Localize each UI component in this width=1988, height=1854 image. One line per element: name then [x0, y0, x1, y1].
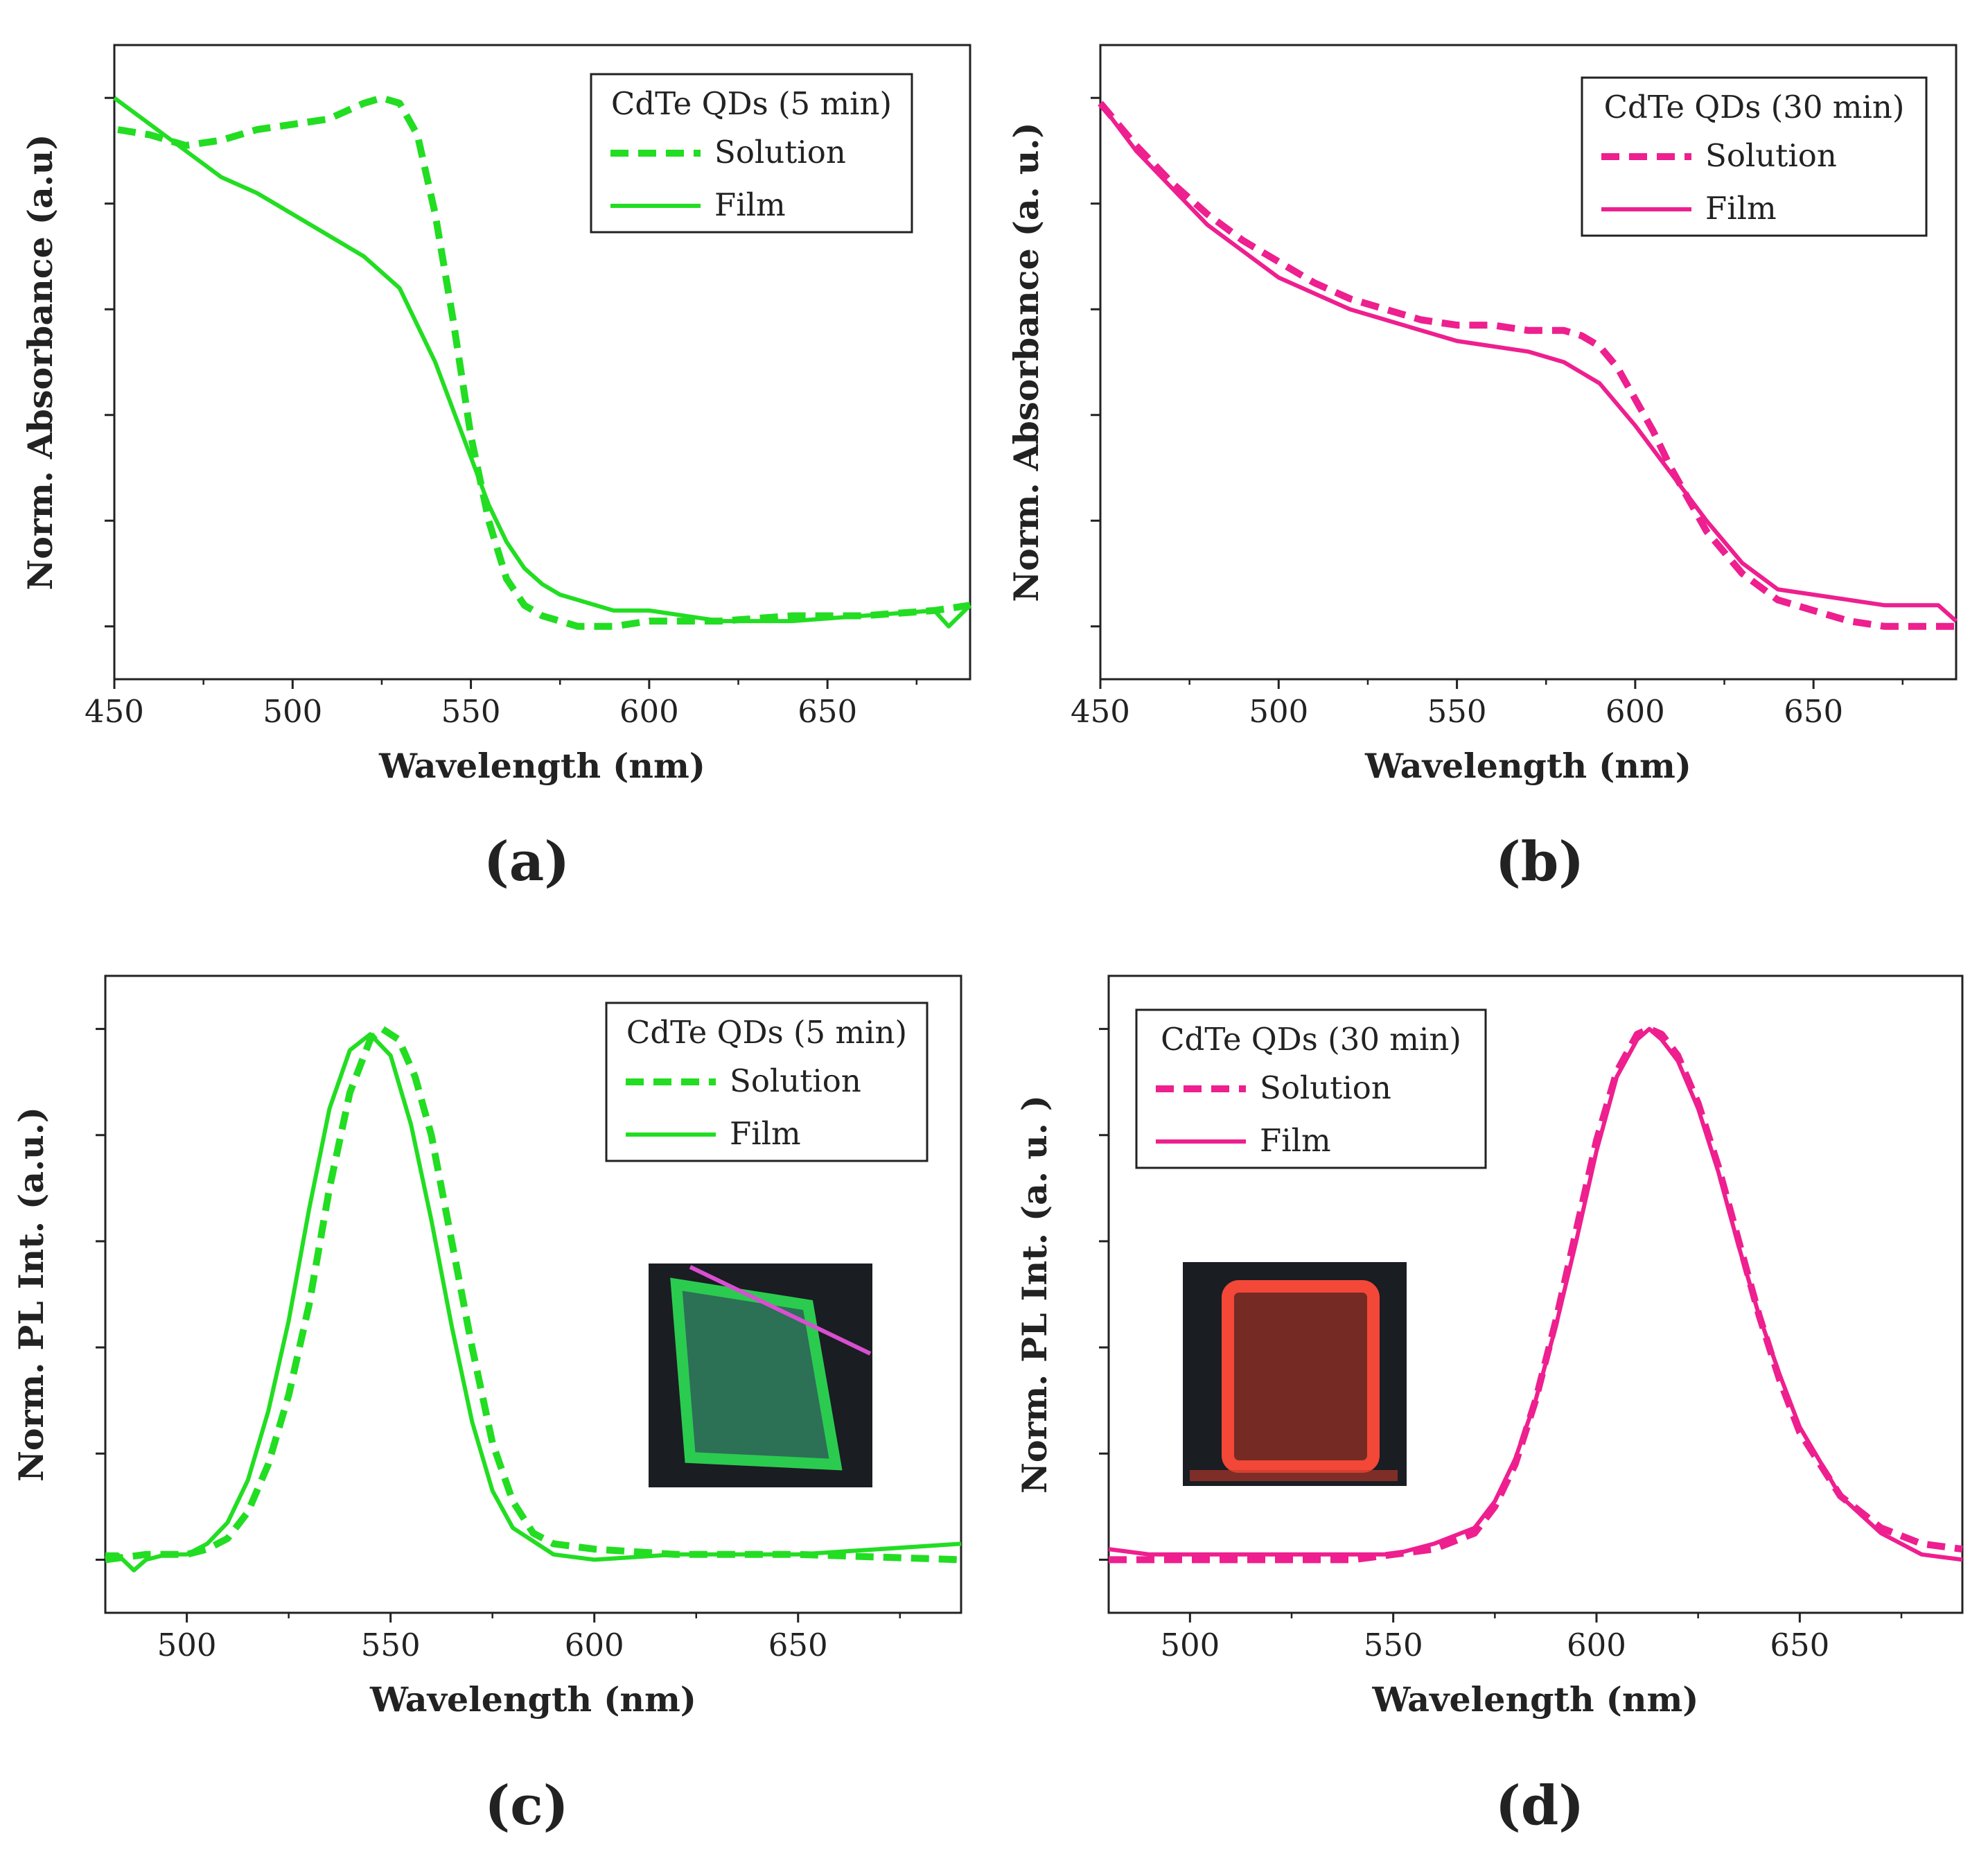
- legend-label-film: Film: [1705, 190, 1777, 227]
- plot-frame: [1099, 44, 1958, 681]
- series-line-film: [1098, 102, 1958, 623]
- plot-frame: [1107, 974, 1964, 1614]
- inset-photo: [649, 1263, 872, 1487]
- y-axis-title: Norm. PL Int. (a.u.): [11, 1107, 51, 1482]
- legend-label-film: Film: [1260, 1122, 1331, 1159]
- legend: CdTe QDs (30 min) Solution Film: [1581, 76, 1928, 237]
- chart-panel-b: 450 500 550 600 650 Wavelength (nm) Norm. Abso…: [1006, 44, 1958, 893]
- legend: CdTe QDs (5 min) Solution Film: [590, 73, 913, 234]
- inset-edge-line: [689, 1265, 872, 1356]
- legend-title: CdTe QDs (5 min): [611, 85, 892, 122]
- x-tick-label: 500: [263, 693, 322, 730]
- panel-label: (a): [484, 830, 570, 893]
- legend-label-film: Film: [730, 1115, 801, 1152]
- x-axis-title: Wavelength (nm): [369, 1679, 696, 1720]
- x-tick-label: 500: [1160, 1627, 1220, 1663]
- y-axis-title: Norm. Absorbance (a. u.): [1006, 122, 1046, 602]
- x-tick-label: 500: [157, 1627, 217, 1663]
- legend-label-solution: Solution: [714, 134, 846, 170]
- inset-glow-base: [1190, 1470, 1398, 1481]
- series-line-solution: [117, 94, 971, 630]
- chart-panel-c: 500 550 600 650 Wavelength (nm) Norm. PL Int.…: [11, 974, 962, 1837]
- legend-title: CdTe QDs (30 min): [1604, 89, 1905, 125]
- x-tick-label: 650: [798, 693, 857, 730]
- x-tick-label: 550: [441, 693, 501, 730]
- x-tick-label: 500: [1249, 693, 1308, 730]
- panel-label: (b): [1495, 830, 1584, 893]
- x-tick-label: 650: [1770, 1627, 1829, 1663]
- series-line-solution: [105, 1025, 962, 1564]
- x-axis-title: Wavelength (nm): [1371, 1679, 1698, 1720]
- x-tick-label: 550: [1427, 693, 1487, 730]
- panel-label: (d): [1495, 1774, 1584, 1837]
- x-axis-title: Wavelength (nm): [378, 746, 705, 786]
- legend: CdTe QDs (5 min) Solution Film: [605, 1002, 929, 1162]
- x-tick-label: 450: [85, 693, 144, 730]
- y-axis-title: Norm. Absorbance (a.u): [20, 134, 60, 590]
- legend-title: CdTe QDs (30 min): [1161, 1021, 1461, 1058]
- legend-label-solution: Solution: [1260, 1069, 1391, 1106]
- y-axis-title: Norm. PL Int. (a. u. ): [1014, 1095, 1055, 1494]
- panel-label: (c): [484, 1774, 568, 1837]
- x-axis-title: Wavelength (nm): [1364, 746, 1691, 786]
- legend-title: CdTe QDs (5 min): [626, 1014, 907, 1051]
- x-tick-label: 650: [768, 1627, 828, 1663]
- series-line-film: [105, 1032, 962, 1573]
- x-tick-label: 600: [1606, 693, 1665, 730]
- plot-frame: [104, 974, 962, 1614]
- x-tick-label: 600: [565, 1627, 624, 1663]
- x-tick-label: 550: [1364, 1627, 1423, 1663]
- inset-glow-film: [1222, 1280, 1380, 1473]
- inset-photo: [1183, 1262, 1407, 1486]
- series-line-film: [113, 96, 972, 629]
- plot-frame: [113, 44, 971, 681]
- legend-label-film: Film: [714, 186, 786, 223]
- x-tick-label: 450: [1071, 693, 1130, 730]
- x-tick-label: 600: [1567, 1627, 1626, 1663]
- legend-label-solution: Solution: [730, 1062, 861, 1099]
- x-tick-label: 550: [361, 1627, 421, 1663]
- x-tick-label: 650: [1784, 693, 1843, 730]
- x-tick-label: 600: [619, 693, 679, 730]
- chart-panel-d: 500 550 600 650 Wavelength (nm) Norm. PL Int.…: [1014, 974, 1964, 1837]
- legend: CdTe QDs (30 min) Solution Film: [1135, 1008, 1487, 1169]
- inset-glow-film: [670, 1277, 843, 1471]
- series-line-film: [1108, 1026, 1963, 1562]
- legend-label-solution: Solution: [1705, 137, 1837, 174]
- chart-panel-a: 450 500 550 600 650 Wavelength (nm) Norm. Abso…: [20, 44, 972, 893]
